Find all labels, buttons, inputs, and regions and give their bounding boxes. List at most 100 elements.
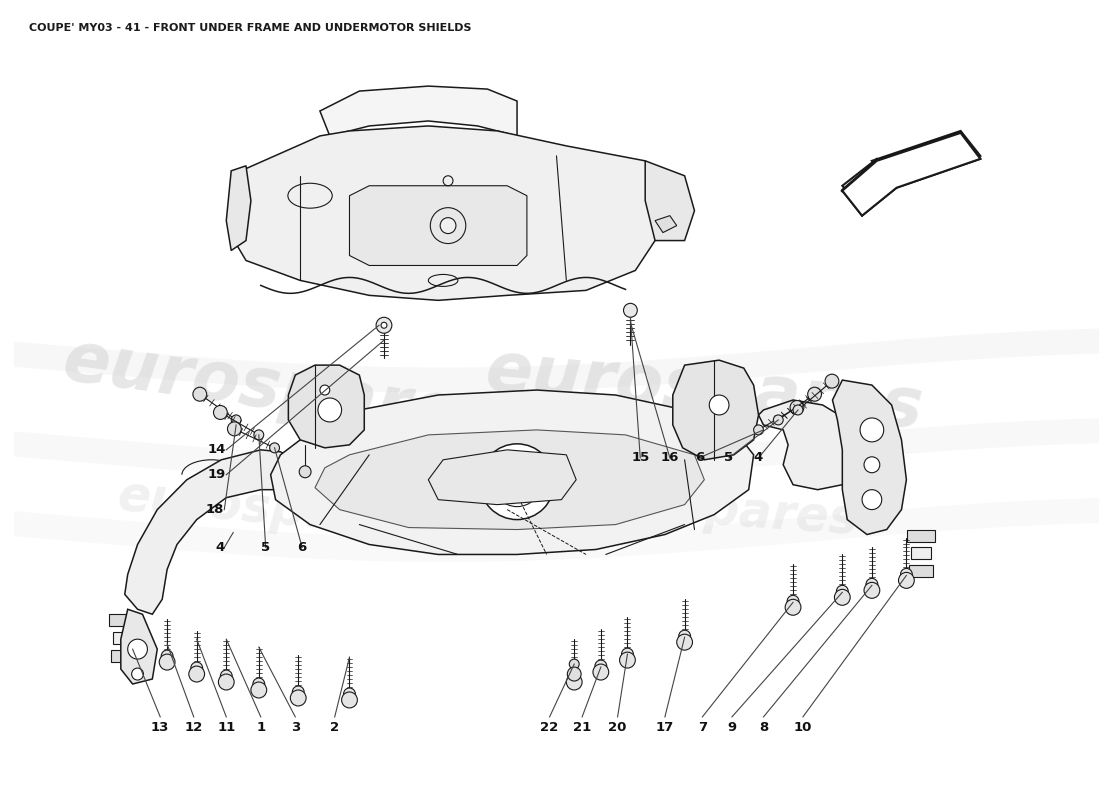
Circle shape (825, 374, 839, 388)
Circle shape (254, 430, 264, 440)
Text: 9: 9 (727, 721, 737, 734)
Text: 6: 6 (695, 451, 704, 464)
Circle shape (864, 582, 880, 598)
Text: eurospares: eurospares (58, 326, 503, 454)
Circle shape (624, 303, 637, 318)
Polygon shape (872, 131, 980, 186)
Circle shape (621, 648, 634, 660)
Text: 3: 3 (290, 721, 300, 734)
Text: eurospares: eurospares (483, 338, 926, 442)
Text: 15: 15 (631, 451, 649, 464)
Circle shape (710, 395, 729, 415)
Circle shape (754, 425, 763, 435)
Polygon shape (759, 400, 862, 490)
Circle shape (862, 490, 882, 510)
Polygon shape (315, 430, 704, 530)
Text: 6: 6 (297, 541, 307, 554)
Circle shape (132, 668, 143, 680)
Polygon shape (121, 610, 157, 684)
Circle shape (901, 569, 912, 580)
Circle shape (299, 466, 311, 478)
Polygon shape (271, 390, 754, 554)
Bar (908, 530, 935, 542)
Circle shape (480, 444, 554, 519)
Bar (910, 566, 933, 578)
Text: 5: 5 (725, 451, 734, 464)
Text: COUPE' MY03 - 41 - FRONT UNDER FRAME AND UNDERMOTOR SHIELDS: COUPE' MY03 - 41 - FRONT UNDER FRAME AND… (29, 23, 472, 34)
Polygon shape (843, 159, 896, 210)
Circle shape (219, 674, 234, 690)
Bar (109, 614, 136, 626)
Polygon shape (320, 86, 517, 136)
Circle shape (290, 690, 306, 706)
Text: 4: 4 (754, 451, 763, 464)
Circle shape (220, 670, 232, 682)
Circle shape (566, 674, 582, 690)
Circle shape (270, 443, 279, 453)
Circle shape (493, 457, 541, 506)
Polygon shape (833, 380, 906, 534)
Circle shape (679, 630, 691, 642)
Circle shape (568, 667, 581, 681)
Circle shape (253, 678, 265, 690)
Circle shape (213, 406, 228, 419)
Text: 12: 12 (185, 721, 202, 734)
Circle shape (228, 422, 241, 436)
Bar (911, 547, 931, 559)
Text: 14: 14 (208, 443, 227, 456)
Circle shape (376, 318, 392, 334)
Circle shape (189, 666, 205, 682)
Bar (111, 650, 134, 662)
Circle shape (320, 385, 330, 395)
Bar (113, 632, 133, 644)
Circle shape (866, 578, 878, 590)
Circle shape (899, 572, 914, 588)
Circle shape (318, 398, 342, 422)
Text: 7: 7 (697, 721, 707, 734)
Circle shape (160, 654, 175, 670)
Polygon shape (231, 126, 664, 300)
Text: 4: 4 (216, 541, 224, 554)
Text: 10: 10 (794, 721, 812, 734)
Circle shape (231, 415, 241, 425)
Polygon shape (646, 161, 694, 241)
Text: 11: 11 (217, 721, 235, 734)
Polygon shape (428, 450, 576, 505)
Circle shape (593, 664, 608, 680)
Circle shape (192, 387, 207, 401)
Circle shape (835, 590, 850, 606)
Text: 13: 13 (151, 721, 169, 734)
Circle shape (381, 322, 387, 328)
Circle shape (790, 401, 804, 414)
Polygon shape (843, 133, 980, 216)
Text: 16: 16 (661, 451, 679, 464)
Circle shape (793, 405, 803, 415)
Circle shape (676, 634, 693, 650)
Text: 19: 19 (208, 468, 227, 482)
Text: 5: 5 (261, 541, 271, 554)
Circle shape (251, 682, 266, 698)
Text: 20: 20 (608, 721, 627, 734)
Circle shape (864, 457, 880, 473)
Text: 2: 2 (330, 721, 339, 734)
Text: 8: 8 (759, 721, 768, 734)
Text: 18: 18 (206, 503, 224, 516)
Circle shape (293, 686, 304, 698)
Text: 22: 22 (540, 721, 559, 734)
Circle shape (128, 639, 147, 659)
Circle shape (860, 418, 883, 442)
Polygon shape (656, 216, 676, 233)
Text: 1: 1 (256, 721, 265, 734)
Circle shape (569, 670, 580, 682)
Text: 17: 17 (656, 721, 674, 734)
Circle shape (162, 650, 173, 662)
Text: 21: 21 (573, 721, 591, 734)
Polygon shape (288, 365, 364, 448)
Circle shape (190, 662, 202, 674)
Text: eurospares: eurospares (116, 472, 426, 547)
Polygon shape (673, 360, 759, 460)
Polygon shape (124, 450, 300, 614)
Circle shape (343, 688, 355, 700)
Circle shape (788, 595, 799, 607)
Circle shape (570, 659, 580, 669)
